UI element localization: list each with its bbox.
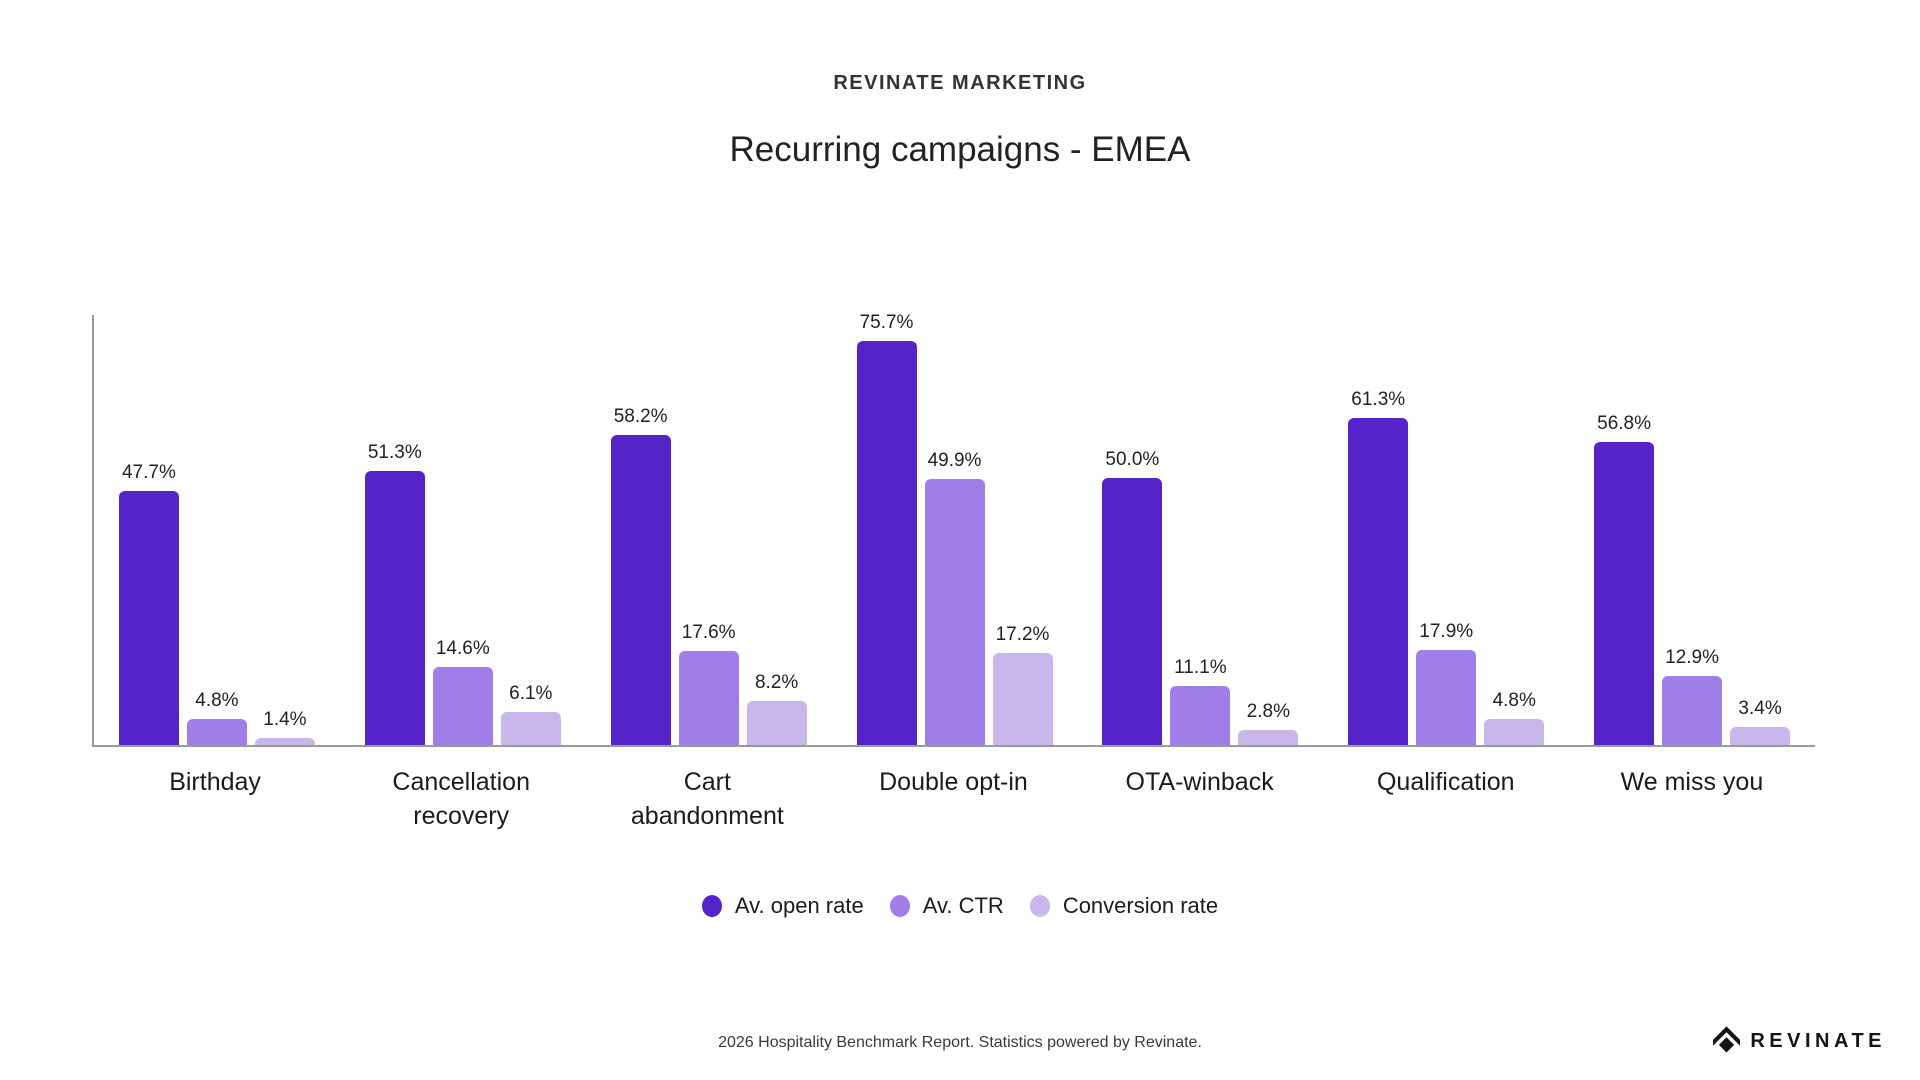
x-axis-label-text: Cart abandonment	[630, 768, 784, 830]
bar-av-ctr: 12.9%	[1662, 647, 1723, 745]
x-axis-label-text: Birthday	[169, 768, 261, 796]
bar-av-open-rate: 56.8%	[1594, 413, 1655, 745]
bar-value-label: 58.2%	[613, 405, 668, 427]
bar-conversion-rate: 1.4%	[254, 709, 315, 745]
legend-label: Av. CTR	[922, 893, 1004, 918]
revinate-logo-icon	[1713, 1026, 1741, 1053]
brand-logo-text: REVINATE	[1750, 1030, 1886, 1052]
bar-value-label: 47.7%	[121, 461, 176, 483]
bar-av-ctr: 17.6%	[678, 622, 739, 745]
bar-conversion-rate: 2.8%	[1238, 701, 1299, 745]
bar-value-label: 11.1%	[1174, 656, 1227, 678]
bar-group-5: 61.3% 17.9% 4.8%	[1323, 315, 1569, 745]
x-axis-label-5: Qualification	[1323, 766, 1569, 834]
bar-conversion-rate: 17.2%	[992, 624, 1053, 745]
bar-group-6: 56.8% 12.9% 3.4%	[1569, 315, 1815, 745]
x-axis-label-text: Qualification	[1376, 768, 1515, 796]
brand-logo: REVINATE	[1713, 1026, 1886, 1057]
x-axis-label-1: Cancellation recovery	[338, 766, 584, 834]
bar-group-4: 50.0% 11.1% 2.8%	[1077, 315, 1323, 745]
x-axis-label-4: OTA-winback	[1077, 766, 1323, 834]
bar-group-2: 58.2% 17.6% 8.2%	[586, 315, 832, 745]
bar-value-label: 3.4%	[1738, 697, 1782, 719]
bar-value-label: 12.9%	[1665, 647, 1720, 669]
bar-value-label: 4.8%	[1492, 690, 1536, 712]
legend-label: Av. open rate	[734, 893, 864, 918]
bar-value-label: 6.1%	[509, 683, 553, 705]
bar-conversion-rate: 8.2%	[746, 672, 807, 745]
bar-value-label: 50.0%	[1105, 449, 1160, 471]
x-axis-label-0: Birthday	[92, 766, 338, 834]
legend-dot-icon	[1029, 895, 1050, 917]
bar-conversion-rate: 4.8%	[1484, 690, 1545, 745]
plot-area: 47.7% 4.8% 1.4% 51.3% 14.6% 6.1% 58.2% 17.6% 8.2…	[92, 312, 1815, 747]
bar-value-label: 1.4%	[263, 708, 307, 730]
bar-av-ctr: 4.8%	[186, 690, 247, 745]
bar-value-label: 75.7%	[859, 312, 914, 334]
bar-value-label: 61.3%	[1351, 389, 1406, 411]
bar-group-0: 47.7% 4.8% 1.4%	[94, 315, 340, 745]
eyebrow-title: REVINATE MARKETING	[833, 72, 1087, 94]
x-axis-label-2: Cart abandonment	[584, 766, 830, 834]
bar-av-ctr: 17.9%	[1416, 621, 1477, 745]
bar-group-3: 75.7% 49.9% 17.2%	[832, 312, 1078, 745]
x-axis-label-3: Double opt-in	[830, 766, 1076, 834]
footer-note: 2026 Hospitality Benchmark Report. Stati…	[718, 1034, 1202, 1051]
bar-av-ctr: 14.6%	[432, 638, 493, 745]
bar-value-label: 17.6%	[681, 622, 736, 644]
legend-item-2: Conversion rate	[1029, 893, 1219, 919]
bar-value-label: 2.8%	[1246, 701, 1291, 723]
bar-value-label: 17.2%	[995, 624, 1050, 646]
legend: Av. open rate Av. CTR Conversion rate	[0, 893, 1920, 919]
page-title: Recurring campaigns - EMEA	[729, 130, 1191, 169]
bar-value-label: 49.9%	[927, 449, 982, 471]
bar-av-open-rate: 75.7%	[856, 312, 917, 745]
bar-value-label: 51.3%	[367, 442, 422, 464]
bar-av-ctr: 49.9%	[924, 450, 985, 745]
bar-value-label: 8.2%	[754, 672, 799, 694]
bar-group-1: 51.3% 14.6% 6.1%	[340, 315, 586, 745]
bar-conversion-rate: 3.4%	[1730, 698, 1791, 745]
bar-conversion-rate: 6.1%	[500, 683, 561, 745]
legend-item-1: Av. CTR	[889, 893, 1004, 919]
bar-value-label: 17.9%	[1419, 620, 1474, 642]
x-axis-labels: Birthday Cancellation recovery Cart abando…	[92, 766, 1815, 834]
x-axis-label-text: We miss you	[1620, 768, 1764, 796]
bar-av-open-rate: 61.3%	[1348, 389, 1409, 745]
bar-av-open-rate: 58.2%	[610, 406, 671, 745]
legend-item-0: Av. open rate	[701, 893, 864, 919]
bar-value-label: 14.6%	[435, 638, 490, 660]
x-axis-label-6: We miss you	[1569, 766, 1815, 834]
legend-dot-icon	[701, 895, 722, 917]
x-axis-label-text: Double opt-in	[879, 768, 1028, 796]
x-axis-label-text: OTA-winback	[1125, 768, 1274, 796]
bar-av-ctr: 11.1%	[1170, 657, 1231, 745]
legend-label: Conversion rate	[1062, 893, 1219, 918]
legend-dot-icon	[889, 895, 910, 917]
bar-av-open-rate: 51.3%	[364, 442, 425, 745]
bar-av-open-rate: 47.7%	[118, 462, 179, 745]
bar-av-open-rate: 50.0%	[1102, 449, 1163, 745]
bar-value-label: 4.8%	[195, 690, 239, 712]
x-axis-label-text: Cancellation recovery	[392, 768, 530, 830]
bar-value-label: 56.8%	[1597, 413, 1652, 435]
